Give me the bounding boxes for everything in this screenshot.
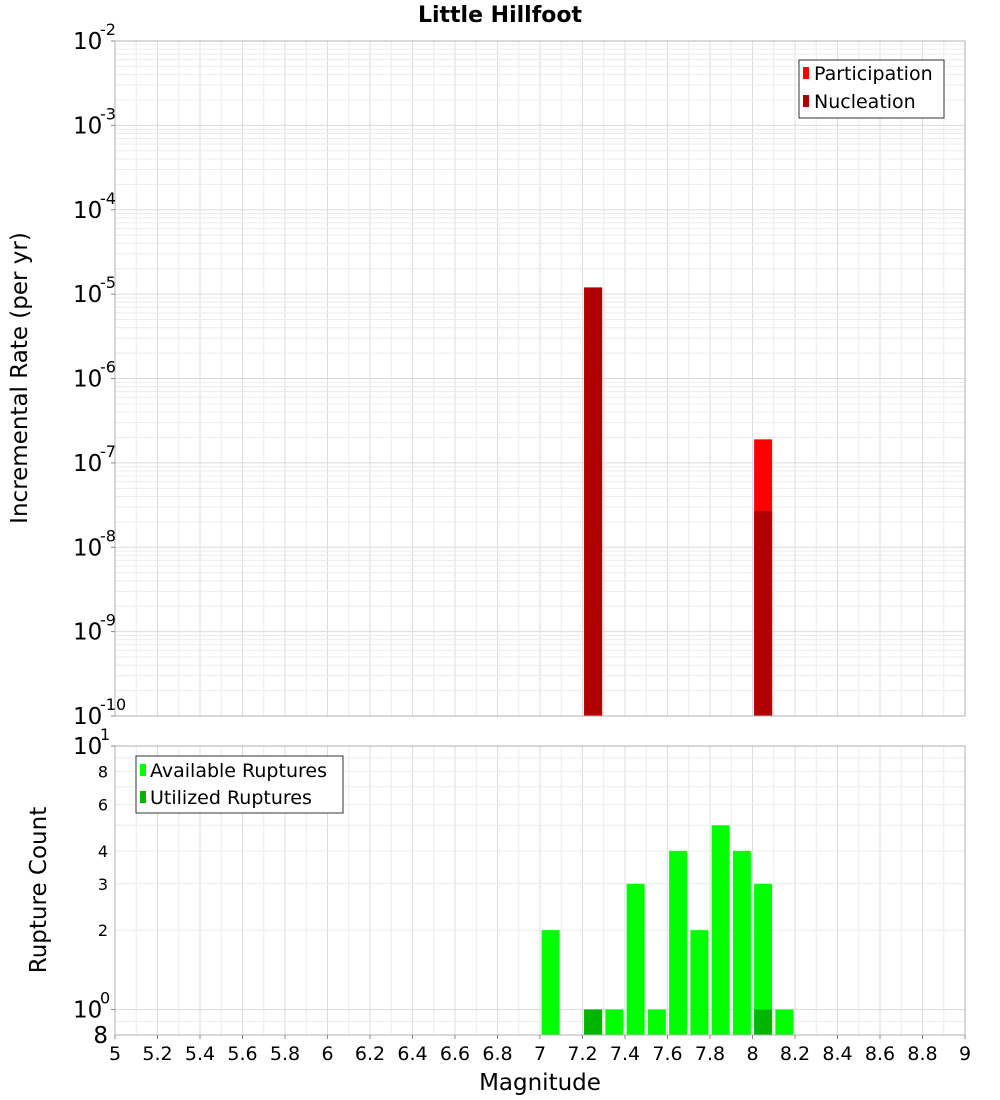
bottom-y-minor-tick-label: 8 [98,763,108,782]
top-y-tick-label: 10 [73,198,102,224]
top-y-tick-exponent: -9 [100,611,116,630]
legend-label-available: Available Ruptures [150,760,327,782]
legend-label-nucleation: Nucleation [814,91,916,113]
legend-label-participation: Participation [814,63,933,85]
x-tick-label: 8.6 [865,1043,895,1065]
top-y-ticks: 10-210-310-410-510-610-710-810-910-10 [73,20,126,730]
x-tick-label: 6.8 [482,1043,512,1065]
x-tick-label: 6.2 [355,1043,385,1065]
available-ruptures-bar [669,850,688,1035]
x-tick-label: 7.8 [695,1043,725,1065]
x-tick-label: 6.4 [397,1043,427,1065]
top-y-tick-label: 10 [73,620,102,646]
top-y-tick-exponent: -5 [100,273,116,292]
top-y-tick-label: 10 [73,367,102,393]
top-y-tick-exponent: -8 [100,526,116,545]
top-y-axis-label: Incremental Rate (per yr) [7,232,33,524]
available-ruptures-bar [690,930,709,1035]
chart-title: Little Hillfoot [418,3,583,28]
available-ruptures-bar [605,1009,624,1035]
bottom-legend-box [135,755,344,814]
nucleation-bar [754,510,773,716]
x-tick-label: 5.6 [227,1043,257,1065]
top-legend-box [798,59,945,119]
x-tick-label: 5.8 [270,1043,300,1065]
x-tick-label: 8.2 [780,1043,810,1065]
legend-swatch-available [140,764,146,776]
nucleation-bar [584,287,603,716]
bottom-bars [541,825,794,1035]
top-y-tick-exponent: -6 [100,358,116,377]
bottom-legend: Available Ruptures Utilized Ruptures [135,755,344,814]
top-y-tick-label: 10 [73,451,102,477]
bottom-y-axis-label: Rupture Count [26,807,52,973]
x-tick-label: 8.4 [822,1043,852,1065]
top-y-tick-exponent: -4 [100,189,116,208]
x-tick-label: 6 [321,1043,333,1065]
legend-swatch-utilized [140,791,146,803]
top-y-tick-label: 10 [73,29,102,55]
top-y-tick-label: 10 [73,282,102,308]
bottom-y-tick-label: 10 [73,734,102,760]
legend-label-utilized: Utilized Ruptures [150,787,312,809]
top-y-tick-label: 10 [73,535,102,561]
legend-swatch-participation [803,67,809,79]
top-y-tick-exponent: -7 [100,442,116,461]
bottom-y-minor-tick-label: 2 [98,921,108,940]
x-axis-label: Magnitude [479,1070,601,1096]
available-ruptures-bar [541,930,560,1035]
top-bars [584,287,773,716]
available-ruptures-bar [711,825,730,1035]
top-y-tick-label: 10 [73,113,102,139]
x-tick-label: 7.2 [567,1043,597,1065]
x-tick-label: 8.8 [907,1043,937,1065]
available-ruptures-bar [647,1009,666,1035]
x-tick-label: 7 [534,1043,546,1065]
x-tick-label: 5.4 [185,1043,215,1065]
bottom-y-tick-label: 10 [73,997,102,1023]
x-tick-label: 6.6 [440,1043,470,1065]
available-ruptures-bar [626,883,645,1035]
x-tick-label: 9 [959,1043,971,1065]
x-tick-label: 5.2 [142,1043,172,1065]
top-y-tick-exponent: -2 [100,20,116,39]
top-plot-panel: 10-210-310-410-510-610-710-810-910-10 In… [7,20,966,730]
top-y-tick-exponent: -10 [100,695,126,714]
x-tick-label: 5 [109,1043,121,1065]
top-legend: Participation Nucleation [798,59,945,119]
available-ruptures-bar [754,883,773,1035]
utilized-ruptures-bar [584,1009,603,1035]
available-ruptures-bar [732,850,751,1035]
bottom-y-tick-exponent: 1 [100,725,110,744]
x-tick-label: 7.6 [652,1043,682,1065]
utilized-ruptures-bar [754,1009,773,1035]
x-tick-label: 8 [746,1043,758,1065]
legend-swatch-nucleation [803,95,809,107]
top-y-tick-exponent: -3 [100,104,116,123]
bottom-y-minor-tick-label: 4 [98,842,108,861]
available-ruptures-bar [775,1009,794,1035]
bottom-y-minor-tick-label: 8 [93,1023,108,1049]
bottom-y-minor-tick-label: 3 [98,875,108,894]
top-grid [114,41,966,717]
top-y-tick-label: 10 [73,704,102,730]
bottom-y-tick-exponent: 0 [100,988,110,1007]
x-tick-label: 7.4 [610,1043,640,1065]
x-ticks: 5 5.2 5.4 5.6 5.8 6 6.2 6.4 6.6 6.8 7 7.2 7.4 7.6 7.8 8… [109,1035,971,1065]
bottom-y-minor-tick-label: 6 [98,795,108,814]
